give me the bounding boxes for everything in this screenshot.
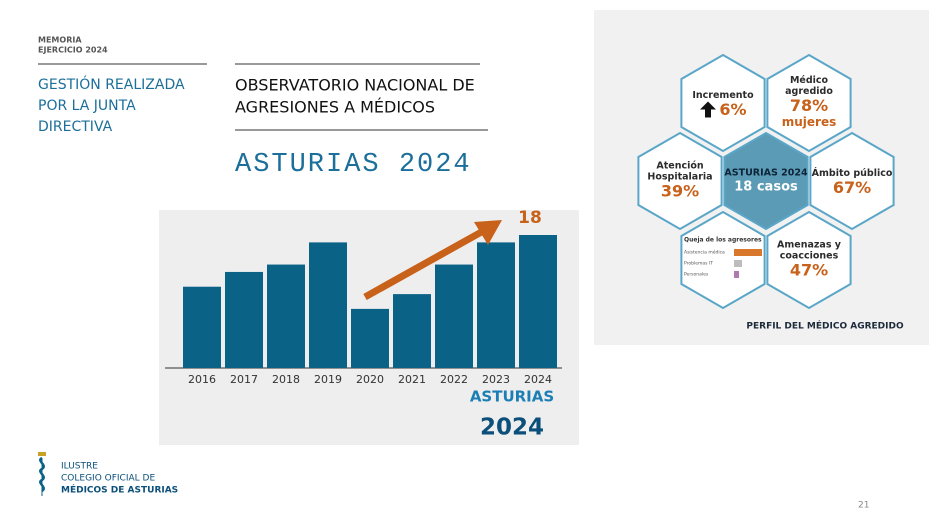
complaint-bar	[734, 249, 762, 256]
trend-arrow-head	[474, 220, 502, 245]
bar	[225, 271, 263, 368]
page-title: OBSERVATORIO NACIONAL DE	[235, 76, 475, 95]
cell-value: 78%	[790, 96, 828, 115]
complaint-label: Personales	[684, 272, 709, 278]
complaint-bar	[734, 260, 742, 267]
center-label: ASTURIAS 2024	[724, 168, 808, 179]
bar	[183, 286, 221, 368]
bar-chart: 2016 2017 2018 2019 2020 2021 2022 2023 2024 18 AS…	[165, 208, 562, 441]
cell-value: 6%	[719, 100, 746, 119]
cell-value: 39%	[661, 182, 699, 201]
bar	[477, 242, 515, 368]
cell-value: 47%	[790, 261, 828, 280]
cell-label: agredido	[785, 86, 833, 97]
bar	[309, 242, 347, 368]
x-tick-label: 2021	[398, 373, 426, 386]
complaint-label: Problemas IT	[684, 261, 713, 267]
profile-cell	[809, 131, 895, 231]
x-tick-label: 2023	[482, 373, 510, 386]
trend-arrow	[363, 226, 487, 301]
logo-text: MÉDICOS DE ASTURIAS	[61, 484, 178, 496]
cell-label: Hospitalaria	[647, 172, 712, 183]
cell-label: Incremento	[692, 90, 754, 101]
cell-label: Ámbito público	[812, 167, 893, 179]
cell-label: coacciones	[780, 251, 839, 262]
profile-cell	[637, 131, 723, 231]
complaint-bar	[734, 271, 739, 278]
x-tick-label: 2018	[272, 373, 300, 386]
x-tick-label: 2022	[440, 373, 468, 386]
section-title: POR LA JUNTA	[38, 98, 136, 114]
complaint-label: Asistencia médica	[684, 249, 725, 256]
profile-cell	[766, 53, 852, 153]
profile-footer: PERFIL DEL MÉDICO AGREDIDO	[746, 320, 904, 332]
x-tick-label: 2017	[230, 373, 258, 386]
bar	[351, 308, 389, 368]
logo-text: ILUSTRE	[61, 462, 98, 472]
section-title: DIRECTIVA	[38, 119, 113, 135]
cell-label: Médico	[790, 75, 829, 86]
kicker: EJERCICIO 2024	[38, 46, 108, 55]
page-number: 21	[858, 501, 869, 511]
cell-label: Amenazas y	[777, 240, 842, 251]
bar	[435, 264, 473, 368]
x-tick-label: 2024	[524, 373, 552, 386]
center-value: 18 casos	[734, 180, 798, 195]
bar	[519, 235, 557, 368]
center-cell	[723, 131, 809, 231]
x-tick-label: 2020	[356, 373, 384, 386]
bar	[393, 294, 431, 368]
kicker: MEMORIA	[38, 36, 82, 45]
page-title: AGRESIONES A MÉDICOS	[235, 98, 435, 117]
profile-cell	[680, 53, 766, 153]
value-label: 18	[518, 208, 542, 228]
logo-icon	[38, 452, 46, 496]
bar	[267, 264, 305, 368]
cell-label: Atención	[656, 161, 704, 172]
chart-caption: ASTURIAS	[470, 388, 554, 406]
complaints-title: Queja de los agresores	[684, 237, 762, 244]
logo-text: COLEGIO OFICIAL DE	[61, 474, 155, 484]
cell-value: 67%	[833, 178, 871, 197]
x-tick-label: 2019	[314, 373, 342, 386]
x-tick-label: 2016	[188, 373, 216, 386]
cell-note: mujeres	[782, 115, 837, 129]
profile-cell	[680, 210, 766, 310]
chart-caption: 2024	[480, 415, 544, 441]
profile-cell	[766, 210, 852, 310]
subtitle: ASTURIAS 2024	[235, 150, 472, 180]
increase-icon	[700, 101, 716, 118]
section-title: GESTIÓN REALIZADA	[38, 75, 185, 93]
